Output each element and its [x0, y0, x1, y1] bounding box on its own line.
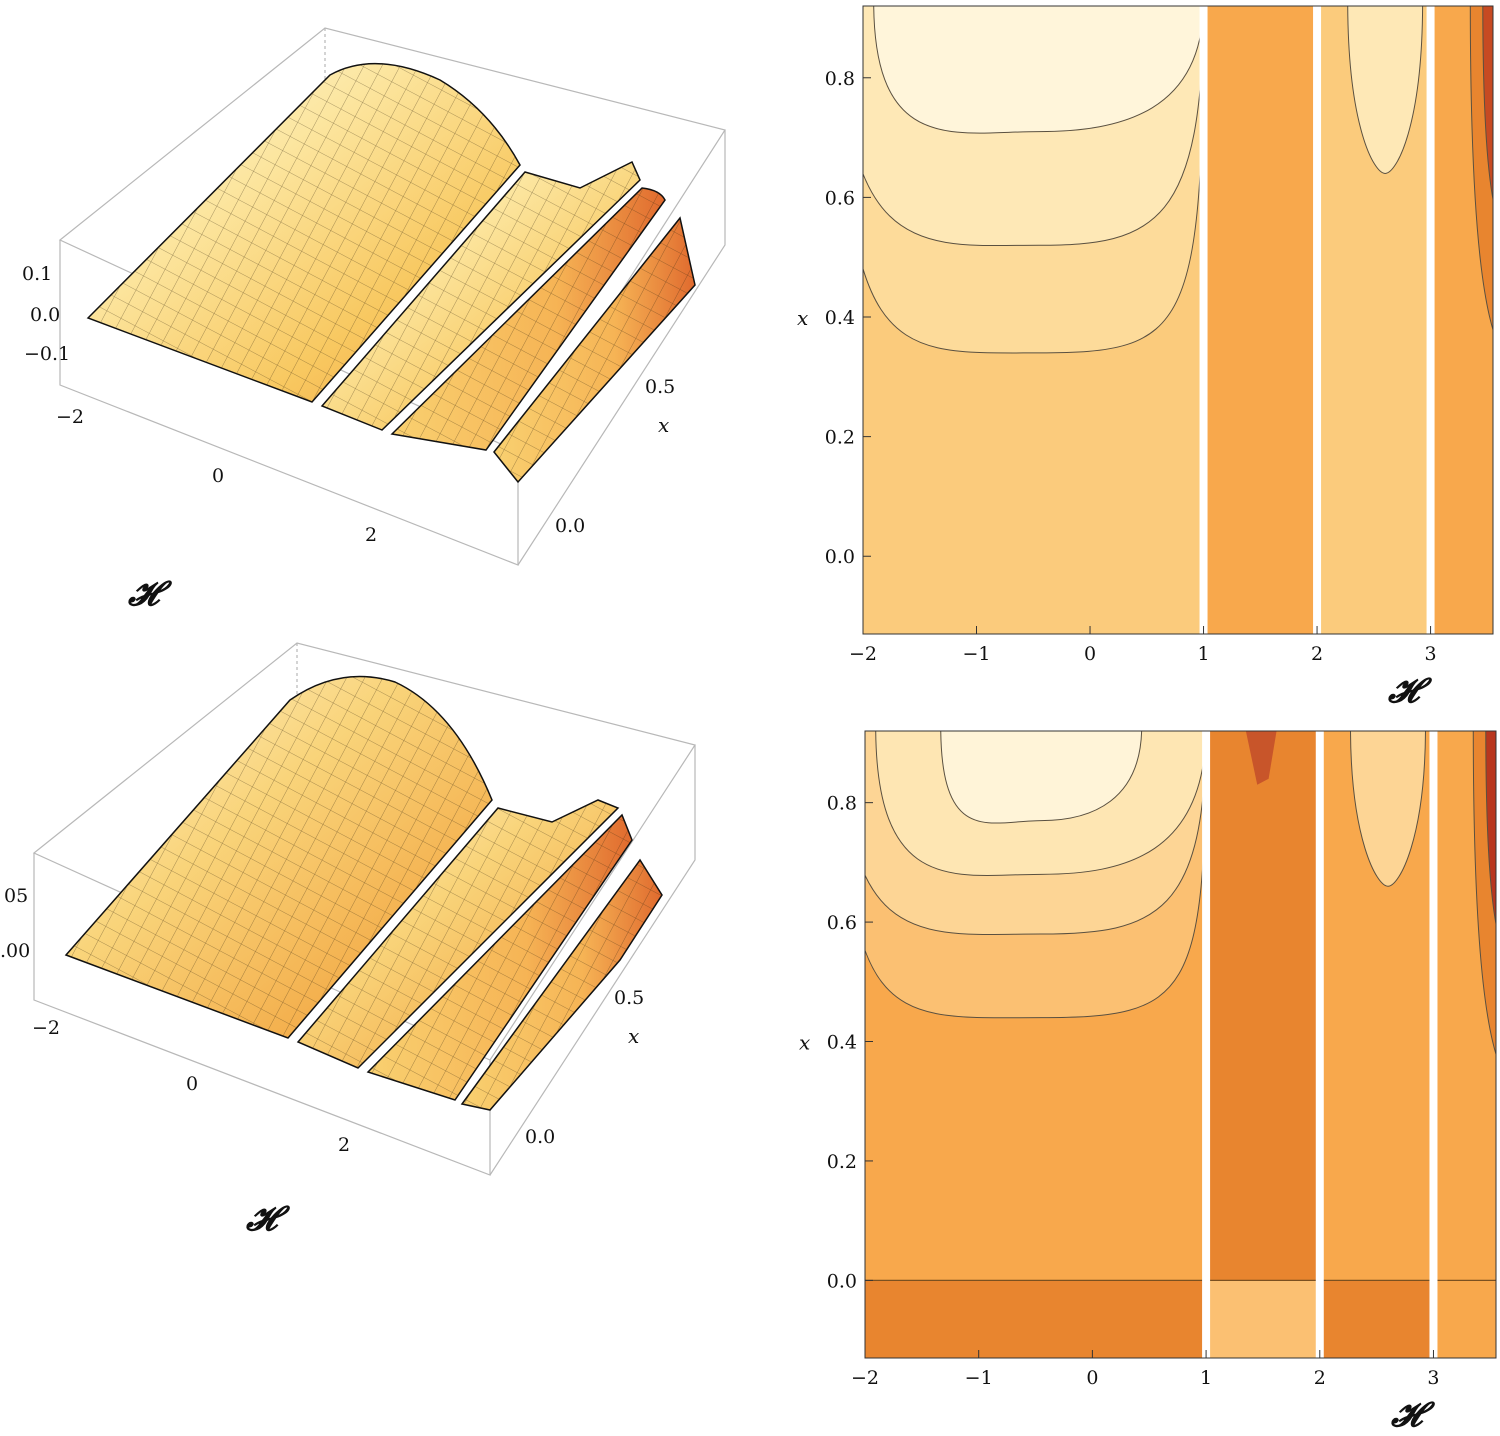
x-tick-label-2: 0	[1084, 643, 1096, 665]
contour-level-3	[940, 731, 1142, 824]
contour-lower-band-mid	[1206, 1280, 1320, 1358]
z-tick-bottom-left-0: 05	[4, 885, 28, 907]
contour-band-kappa-1-2	[1206, 731, 1320, 1358]
x-tick-top-left-1: 0.5	[645, 376, 675, 398]
kappa-tick-top-left-1: 0	[212, 465, 224, 487]
z-tick-bottom-left-1: .00	[0, 940, 30, 962]
contour-edge-lobe-dark	[1482, 6, 1493, 203]
x-tick-label-0: −2	[849, 643, 877, 665]
kappa-tick-bottom-left-1: 0	[186, 1073, 198, 1095]
kappa-tick-top-left-0: −2	[56, 406, 84, 428]
z-tick-top-left-2: −0.1	[24, 343, 70, 365]
x-tick-label-3: 1	[1200, 1367, 1212, 1389]
x-tick-label-1: −1	[965, 1367, 993, 1389]
y-axis-label: x	[799, 1031, 810, 1055]
x-tick-label-2: 0	[1086, 1367, 1098, 1389]
kappa-tick-bottom-left-0: −2	[32, 1017, 60, 1039]
x-tick-label-4: 2	[1311, 643, 1323, 665]
y-tick-label-0: 0.0	[825, 546, 855, 568]
z-tick-top-left-1: 0.0	[30, 304, 60, 326]
y-tick-label-1: 0.2	[827, 1151, 857, 1173]
y-tick-label-2: 0.4	[825, 307, 855, 329]
surface-plot-bottom-left: 05 .00 −2 0 2 0.0 0.5 x 𝓗	[0, 642, 696, 1239]
x-axis-label: 𝓗	[1388, 671, 1433, 711]
x-tick-label-1: −1	[963, 643, 991, 665]
y-tick-label-1: 0.2	[825, 427, 855, 449]
x-tick-label-5: 3	[1427, 1367, 1439, 1389]
surface-plot-top-left: 0.1 0.0 −0.1 −2 0 2 0.0 0.5 x 𝓗	[22, 27, 726, 614]
y-tick-label-0: 0.0	[827, 1270, 857, 1292]
contour-dark-patch	[1245, 731, 1277, 785]
x-tick-bottom-left-1: 0.5	[614, 987, 644, 1009]
contour-side-lobe	[1350, 731, 1426, 887]
kappa-tick-bottom-left-2: 2	[338, 1134, 350, 1156]
contour-plot-bottom-right: −2 −1 0 1 2 3 0.0 0.2 0.4 0.6 0.8 x 𝓗	[799, 730, 1497, 1435]
kappa-label-top-left: 𝓗	[128, 574, 173, 614]
y-tick-label-3: 0.6	[825, 187, 855, 209]
kappa-label-bottom-left: 𝓗	[246, 1199, 291, 1239]
contour-gap-2	[1429, 731, 1438, 1358]
contour-side-lobe	[1347, 6, 1424, 174]
contour-lower-band-right	[1319, 1280, 1434, 1358]
x-tick-label-3: 1	[1197, 643, 1209, 665]
contour-gap-1	[1313, 6, 1322, 634]
contour-frame	[864, 730, 1497, 1359]
contour-edge-lobe-dark	[1485, 731, 1496, 927]
y-tick-label-3: 0.6	[827, 912, 857, 934]
bounding-box-bottom-left	[32, 642, 696, 1176]
x-label-bottom-left: x	[628, 1024, 639, 1048]
contour-gap-0	[1199, 6, 1208, 634]
contour-plot-top-right: −2 −1 0 1 2 3 0.0 0.2 0.4 0.6 0.8 x 𝓗	[797, 5, 1494, 711]
y-tick-label-4: 0.8	[825, 68, 855, 90]
y-tick-label-2: 0.4	[827, 1032, 857, 1054]
contour-frame	[862, 5, 1494, 635]
x-tick-label-5: 3	[1425, 643, 1437, 665]
x-tick-top-left-0: 0.0	[555, 515, 585, 537]
y-tick-label-4: 0.8	[827, 793, 857, 815]
contour-level-2	[873, 6, 1204, 134]
contour-band-kappa-1-2	[1203, 6, 1318, 634]
contour-gap-1	[1315, 731, 1324, 1358]
x-tick-label-4: 2	[1314, 1367, 1326, 1389]
x-tick-label-0: −2	[851, 1367, 879, 1389]
x-axis-label: 𝓗	[1391, 1395, 1436, 1435]
contour-gap-2	[1426, 6, 1435, 634]
contour-lower-band-left	[865, 1280, 1207, 1358]
x-label-top-left: x	[658, 413, 669, 437]
y-axis-label: x	[797, 306, 808, 330]
z-tick-top-left-0: 0.1	[22, 263, 52, 285]
contour-gap-0	[1202, 731, 1211, 1358]
kappa-tick-top-left-2: 2	[365, 524, 377, 546]
x-tick-bottom-left-0: 0.0	[525, 1126, 555, 1148]
